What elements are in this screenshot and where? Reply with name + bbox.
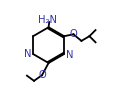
- Text: N: N: [66, 50, 74, 60]
- Text: H₂N: H₂N: [38, 15, 57, 25]
- Text: O: O: [38, 70, 46, 80]
- Text: O: O: [70, 29, 77, 39]
- Text: N: N: [24, 49, 31, 59]
